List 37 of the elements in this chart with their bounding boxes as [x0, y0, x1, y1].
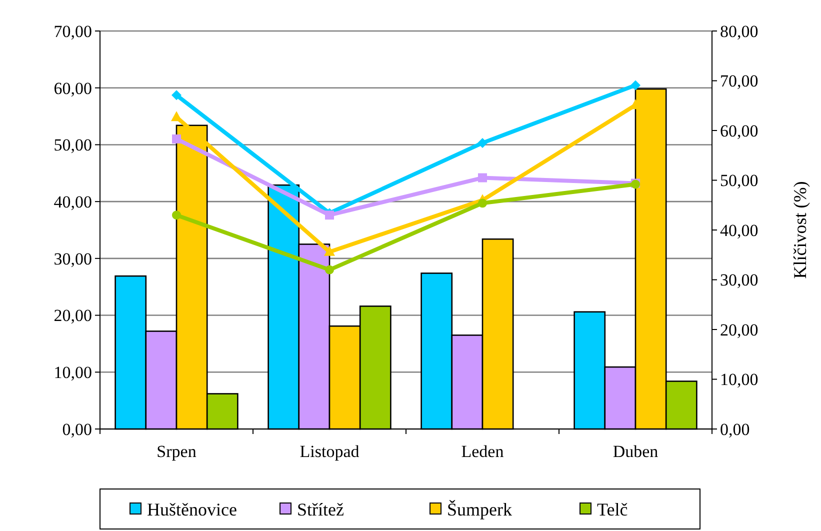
- point: [478, 198, 487, 208]
- y2-tick-label: 40,00: [720, 220, 758, 240]
- y-tick-label: 20,00: [54, 306, 92, 326]
- y2-tick-label: 50,00: [720, 171, 758, 190]
- point: [630, 80, 640, 90]
- y-tick-label: 60,00: [54, 78, 92, 98]
- y2-axis-title: Klíčivost (%): [790, 181, 810, 279]
- y-tick-label: 70,00: [54, 22, 92, 41]
- legend-label: Huštěnovice: [147, 499, 237, 520]
- x-tick-label: Listopad: [300, 442, 360, 461]
- y2-tick-label: 80,00: [720, 22, 758, 41]
- point: [172, 210, 181, 220]
- point: [478, 138, 488, 148]
- point: [325, 210, 334, 220]
- point: [325, 265, 334, 274]
- legend-label: Střítež: [297, 499, 344, 520]
- y2-tick-label: 0,00: [720, 420, 750, 439]
- y-tick-label: 30,00: [54, 249, 92, 268]
- y-tick-label: 10,00: [54, 363, 92, 382]
- point: [171, 111, 182, 122]
- y2-tick-label: 30,00: [720, 270, 758, 290]
- x-tick-label: Duben: [612, 442, 659, 461]
- point: [172, 134, 181, 144]
- y-tick-label: 50,00: [54, 136, 92, 155]
- y2-tick-label: 10,00: [720, 370, 758, 390]
- point: [324, 246, 335, 256]
- x-tick-label: Srpen: [156, 442, 197, 461]
- y-tick-label: 0,00: [62, 420, 92, 439]
- x-tick-label: Leden: [461, 442, 504, 461]
- y2-tick-label: 60,00: [720, 121, 758, 140]
- point: [478, 173, 487, 182]
- y2-tick-label: 70,00: [720, 72, 758, 91]
- legend-label: Telč: [597, 499, 628, 520]
- y2-tick-label: 20,00: [720, 320, 758, 340]
- point: [172, 90, 182, 100]
- legend-label: Šumperk: [447, 499, 512, 520]
- y-tick-label: 40,00: [54, 192, 92, 212]
